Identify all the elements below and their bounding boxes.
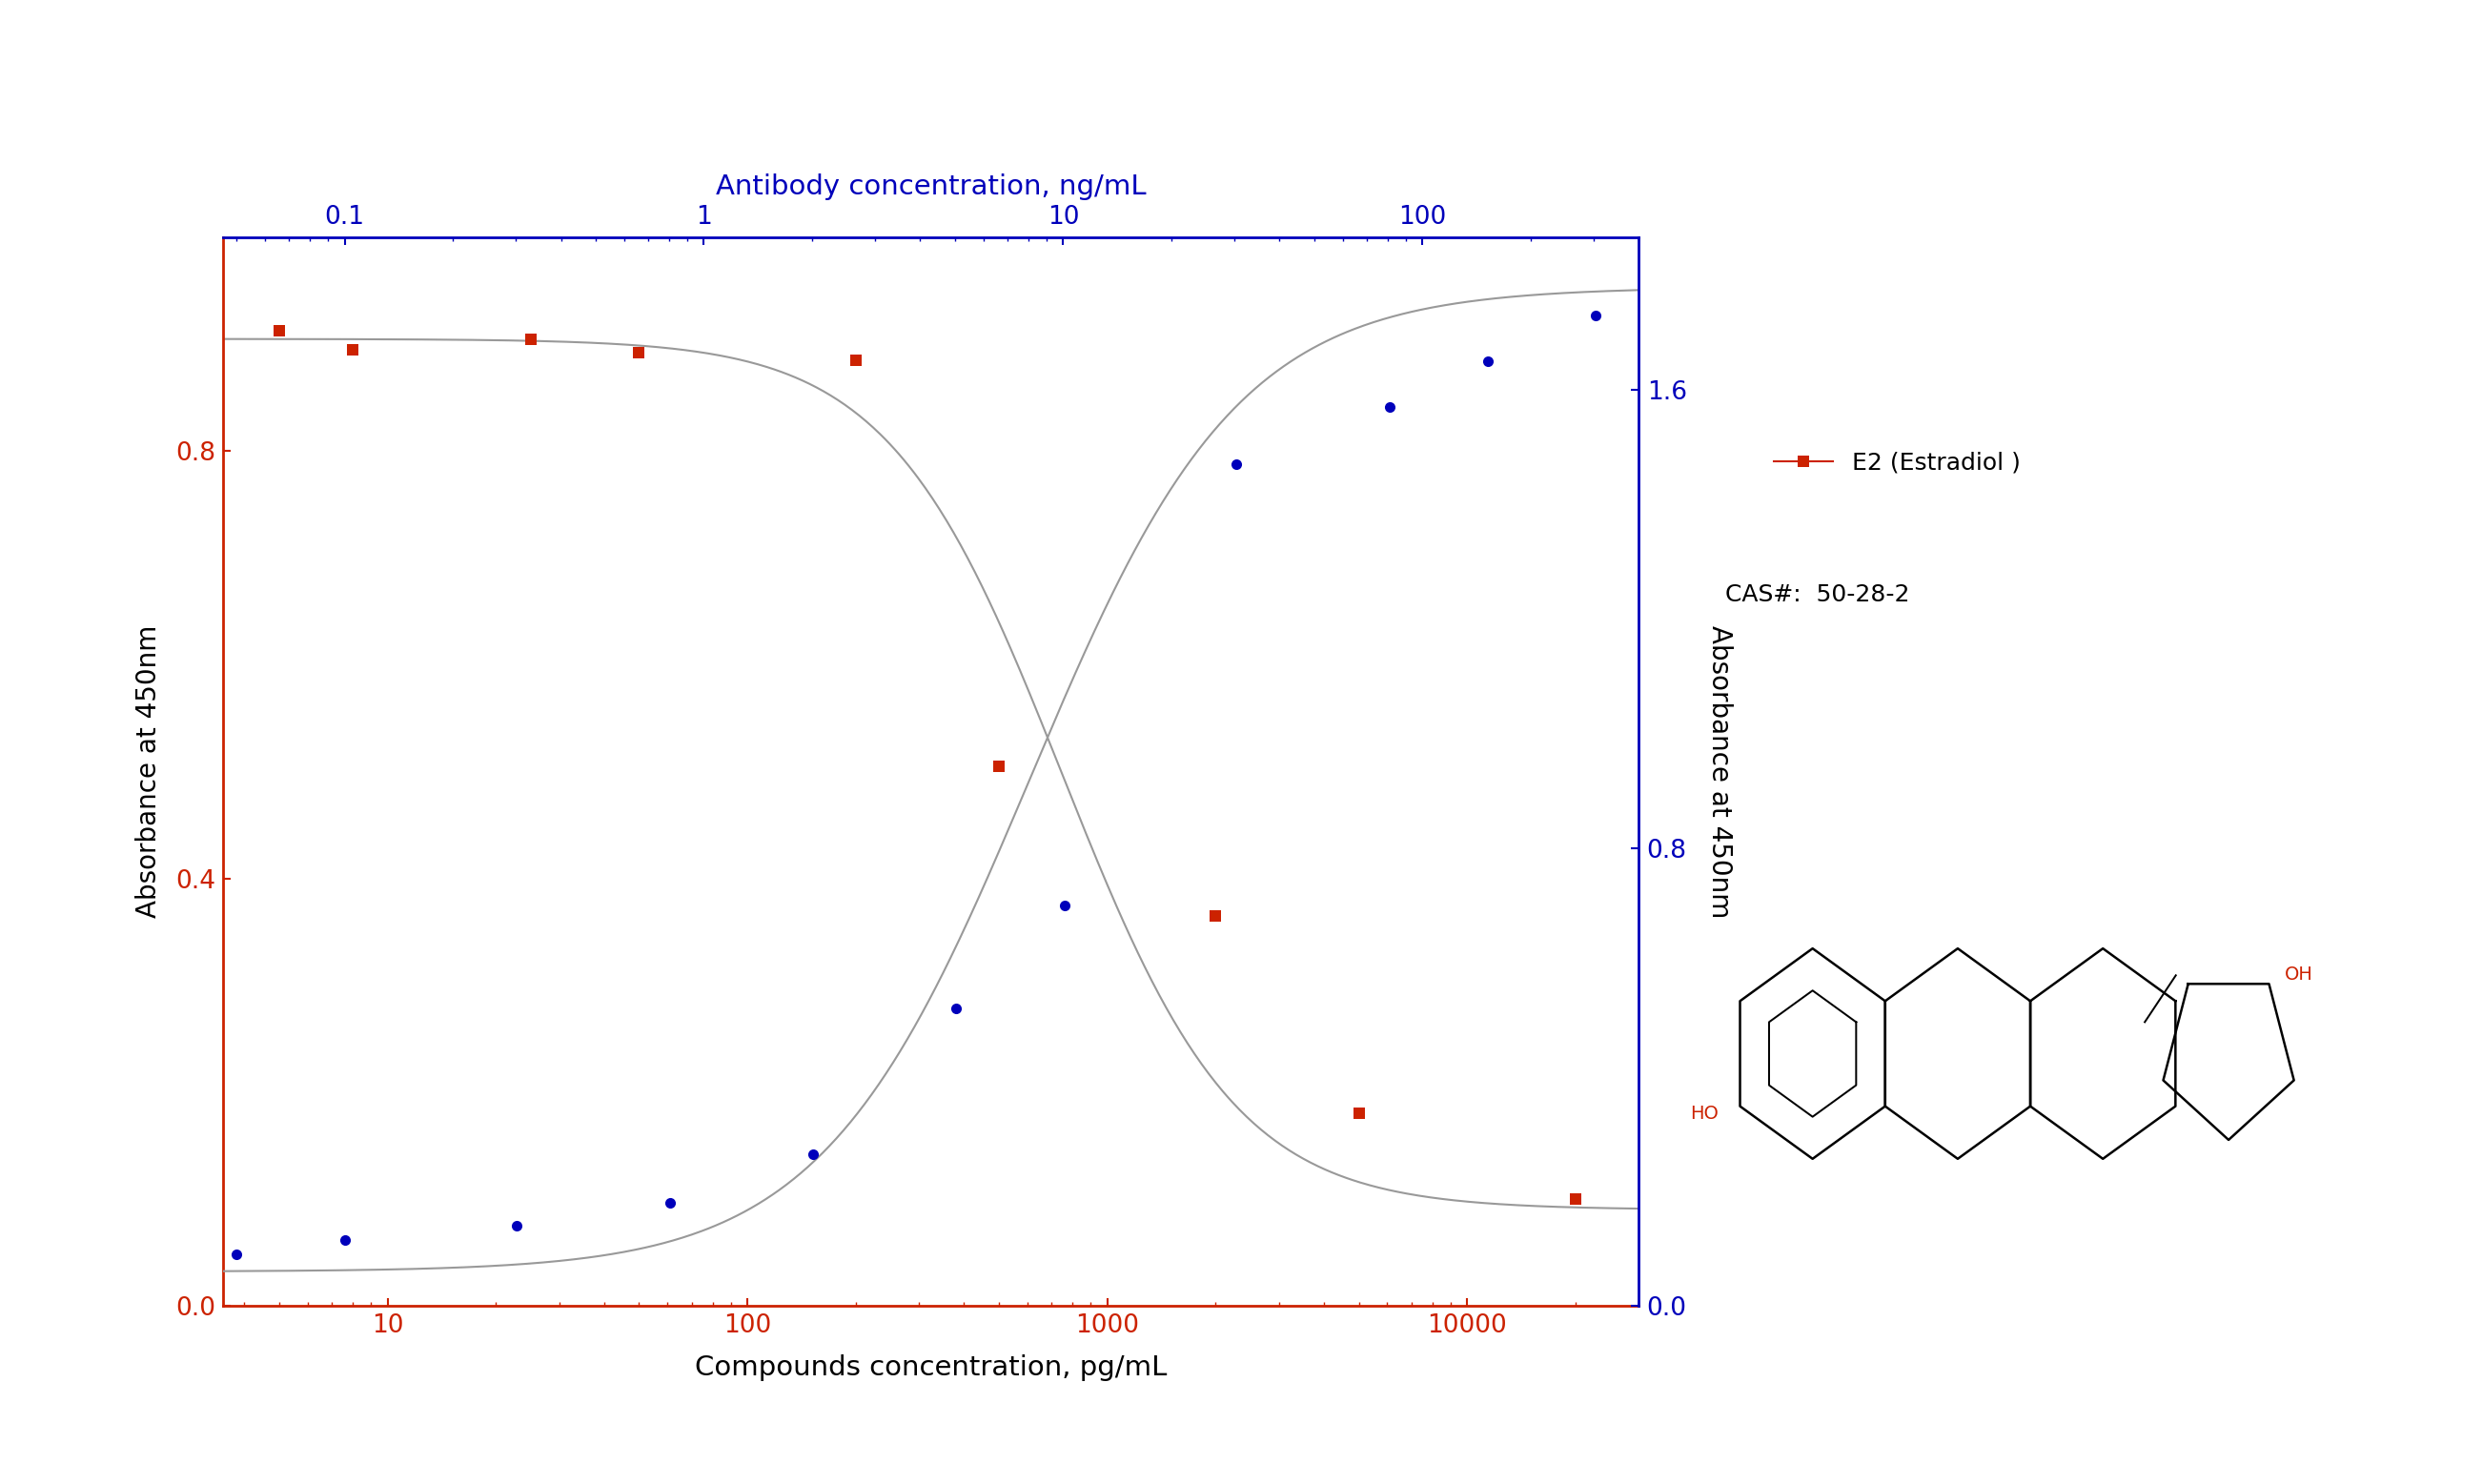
Text: CAS#:  50-28-2: CAS#: 50-28-2 bbox=[1726, 583, 1909, 605]
Text: HO: HO bbox=[1691, 1106, 1718, 1123]
Legend: E2 (Estradiol ): E2 (Estradiol ) bbox=[1763, 442, 2031, 484]
X-axis label: Compounds concentration, pg/mL: Compounds concentration, pg/mL bbox=[695, 1355, 1167, 1382]
Text: OH: OH bbox=[2284, 966, 2314, 984]
X-axis label: Antibody concentration, ng/mL: Antibody concentration, ng/mL bbox=[715, 174, 1147, 200]
Y-axis label: Absorbance at 450nm: Absorbance at 450nm bbox=[1706, 625, 1733, 919]
Y-axis label: Absorbance at 450nm: Absorbance at 450nm bbox=[137, 625, 161, 919]
